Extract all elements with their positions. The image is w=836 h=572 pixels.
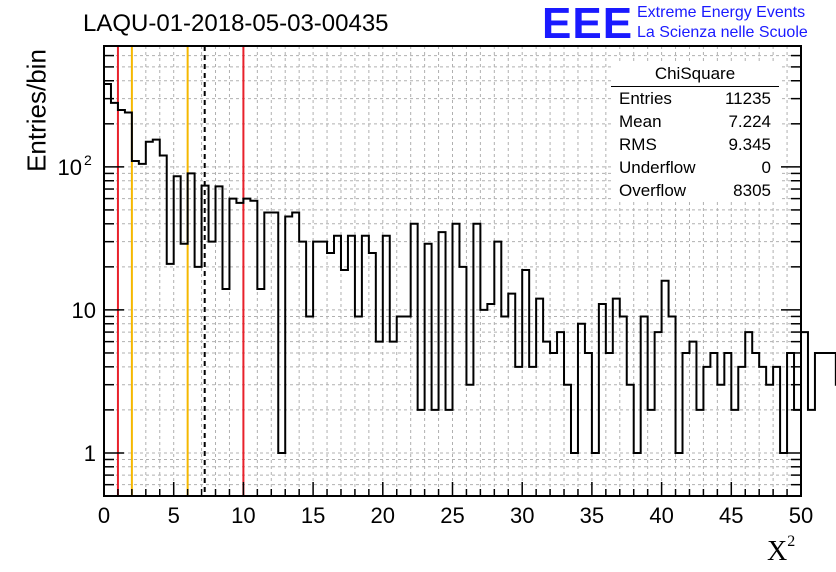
stats-rows: Entries 11235 Mean 7.224 RMS 9.345 Underflo… [611,87,779,202]
stats-box: ChiSquare Entries 11235 Mean 7.224 RMS 9.34… [611,64,779,202]
stat-value: 7.224 [728,112,771,131]
stat-label: Mean [619,112,662,131]
stat-value: 9.345 [728,135,771,154]
y-tick-label: 1 [84,441,96,466]
y-tick-label: 10 [58,155,82,180]
eee-logo: EEE [542,0,634,48]
x-tick-label: 0 [98,503,110,528]
x-tick-label: 40 [649,503,673,528]
stat-label: Underflow [619,158,696,177]
stats-title: ChiSquare [611,64,779,87]
stat-label: Overflow [619,181,687,200]
logo-line-1: Extreme Energy Events [637,4,806,21]
histogram-line [104,82,836,454]
stat-value: 11235 [724,89,771,108]
marker-lines [116,46,245,496]
y-axis-label: Entries/bin [21,49,52,172]
stat-row-mean: Mean 7.224 [611,110,779,133]
stat-label: RMS [619,135,657,154]
x-tick-label: 30 [510,503,534,528]
stat-row-entries: Entries 11235 [611,87,779,110]
x-tick-label: 35 [580,503,604,528]
x-tick-label: 25 [440,503,464,528]
y-tick-label-sup: 2 [84,152,92,168]
x-tick-label: 20 [371,503,395,528]
stat-value: 0 [761,158,771,177]
plot-title: LAQU-01-2018-05-03-00435 [83,10,389,37]
x-axis-label-sup: 2 [787,532,796,550]
x-tick-label: 45 [719,503,743,528]
stat-row-overflow: Overflow 8305 [611,179,779,202]
x-axis-label-base: X [767,536,788,567]
axis-ticks [103,54,802,496]
logo-line-2: La Scienza nelle Scuole [637,24,808,41]
y-tick-label: 10 [72,298,96,323]
stat-label: Entries [619,89,672,108]
x-axis-label: X2 [767,532,796,568]
x-tick-label: 50 [789,503,813,528]
x-tick-label: 5 [168,503,180,528]
x-tick-label: 10 [231,503,255,528]
stat-row-rms: RMS 9.345 [611,133,779,156]
x-tick-label: 15 [301,503,325,528]
stat-value: 8305 [733,181,771,200]
stat-row-underflow: Underflow 0 [611,156,779,179]
